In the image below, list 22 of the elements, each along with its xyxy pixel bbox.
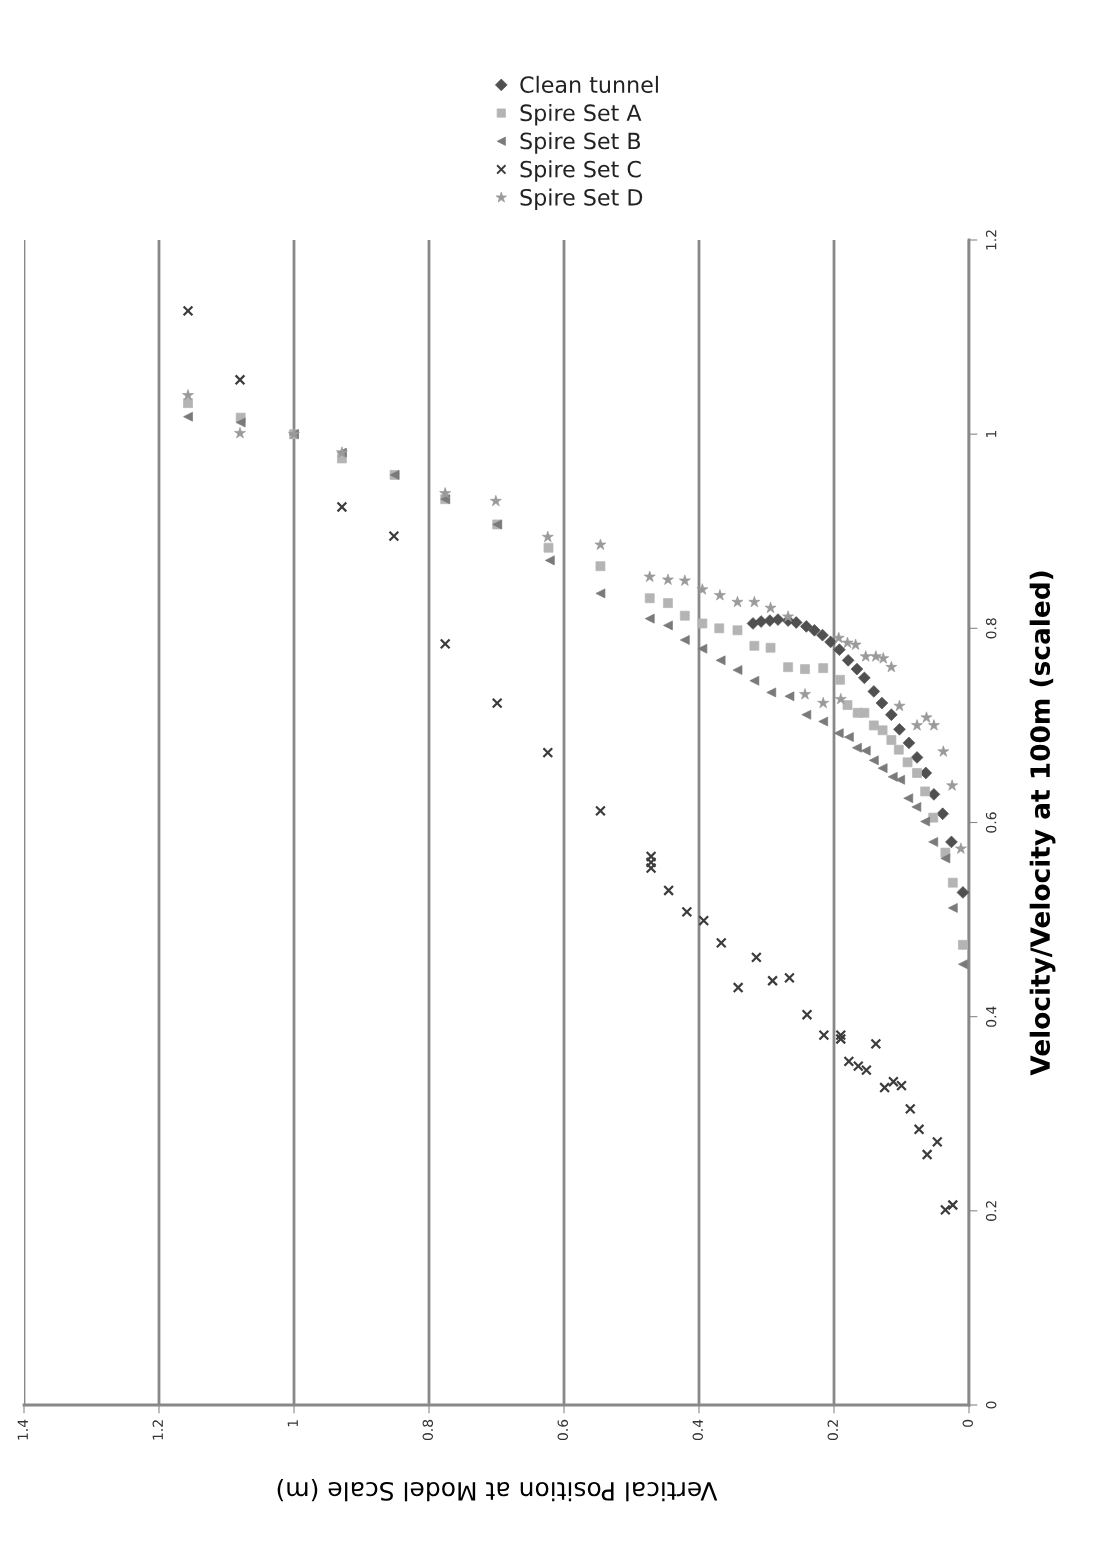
y-tick-label: 0.2 [985,1201,997,1221]
legend-label: Spire Set A [520,103,642,126]
x-tick-label: 1 [287,1420,298,1427]
y-tick-label: 0.8 [985,618,997,639]
y-tick-label: 1 [986,431,997,438]
x-tick-label: 0.4 [692,1419,704,1441]
x-tick-label: 1.2 [152,1420,163,1440]
x-tick-label: 0 [962,1419,974,1427]
y-tick-label: 0.6 [985,812,997,833]
x-tick-label: 0.6 [557,1419,569,1441]
legend-label: Spire Set B [520,132,641,154]
y-tick-label: 0.4 [985,1006,997,1027]
legend-label: Spire Set C [520,160,641,182]
x-tick-label: 0.2 [827,1420,839,1441]
y-tick-label: 0 [985,1401,997,1409]
y-axis-title: Velocity/Velocity at 100m (scaled) [1029,571,1056,1076]
legend-label: Clean tunnel [520,75,658,93]
y-tick-label: 1.2 [985,230,997,250]
legend-label: Spire Set D [520,188,643,210]
x-tick-label: 1.4 [17,1419,28,1440]
x-axis-title: Vertical Position at Model Scale (m) [277,1478,718,1502]
x-tick-label: 0.8 [422,1419,434,1441]
